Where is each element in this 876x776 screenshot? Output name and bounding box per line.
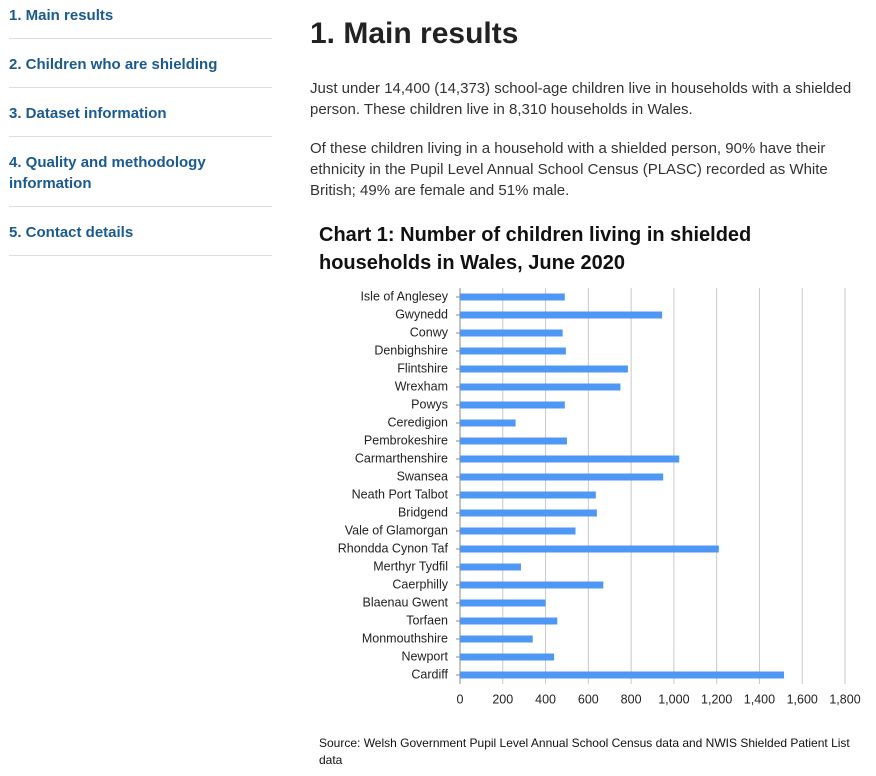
nav-link[interactable]: 1. Main results (9, 0, 272, 39)
x-tick-label: 1,200 (701, 692, 732, 706)
y-tick-label: Rhondda Cynon Taf (338, 541, 449, 555)
nav-link[interactable]: 4. Quality and methodology information (9, 147, 272, 207)
bar (460, 509, 597, 517)
bar (460, 563, 521, 571)
x-tick-label: 0 (457, 692, 464, 706)
x-tick-label: 1,800 (829, 692, 860, 706)
y-tick-label: Cardiff (411, 667, 448, 681)
bar (460, 617, 558, 625)
x-tick-label: 200 (492, 692, 513, 706)
side-nav: 1. Main results 2. Children who are shie… (9, 0, 272, 266)
bar (460, 581, 604, 589)
y-tick-label: Wrexham (395, 379, 448, 393)
bar (460, 437, 567, 445)
nav-link[interactable]: 5. Contact details (9, 217, 272, 256)
nav-link[interactable]: 3. Dataset information (9, 98, 272, 137)
bar (460, 545, 719, 553)
bar (460, 329, 563, 337)
heading: 1. Main results (310, 17, 519, 50)
y-tick-label: Pembrokeshire (364, 433, 448, 447)
y-tick-label: Carmarthenshire (355, 451, 448, 465)
bar (460, 653, 555, 661)
bar (460, 293, 565, 301)
bar (460, 383, 621, 391)
nav-link[interactable]: 2. Children who are shielding (9, 49, 272, 88)
bar (460, 347, 566, 355)
bar (460, 599, 546, 607)
y-tick-label: Neath Port Talbot (352, 487, 449, 501)
paragraph: Just under 14,400 (14,373) school-age ch… (310, 80, 852, 118)
y-tick-label: Denbighshire (374, 343, 448, 357)
y-tick-label: Powys (411, 397, 448, 411)
x-tick-label: 1,000 (658, 692, 689, 706)
y-tick-label: Newport (401, 649, 448, 663)
x-tick-label: 600 (578, 692, 599, 706)
y-tick-label: Isle of Anglesey (360, 289, 448, 303)
y-tick-label: Monmouthshire (362, 631, 448, 645)
bar (460, 401, 565, 409)
x-tick-label: 1,600 (787, 692, 818, 706)
y-tick-label: Ceredigion (388, 415, 449, 429)
bar (460, 671, 785, 679)
bar (460, 473, 664, 481)
chart-source: Source: Welsh Government Pupil Level Ann… (319, 736, 850, 767)
bar (460, 635, 533, 643)
y-tick-label: Blaenau Gwent (363, 595, 449, 609)
bar (460, 491, 596, 499)
paragraph: Of these children living in a household … (310, 140, 828, 199)
chart: 0 200 400 600 800 1,000 1,200 1,400 1,600 1,800 Is… (338, 288, 861, 706)
bar (460, 311, 663, 319)
x-tick-label: 800 (621, 692, 642, 706)
y-tick-label: Conwy (410, 325, 449, 339)
y-tick-label: Gwynedd (395, 307, 448, 321)
x-tick-label: 1,400 (744, 692, 775, 706)
y-tick-label: Flintshire (397, 361, 448, 375)
y-tick-label: Merthyr Tydfil (373, 559, 448, 573)
chart-title: Chart 1: Number of children living in sh… (319, 224, 752, 274)
bar (460, 527, 576, 535)
y-tick-label: Caerphilly (392, 577, 448, 591)
bar (460, 455, 680, 463)
y-tick-label: Vale of Glamorgan (345, 523, 448, 537)
y-tick-label: Bridgend (398, 505, 448, 519)
y-tick-label: Swansea (397, 469, 448, 483)
y-tick-label: Torfaen (406, 613, 448, 627)
x-tick-label: 400 (535, 692, 556, 706)
bar (460, 365, 628, 373)
bar (460, 419, 516, 427)
